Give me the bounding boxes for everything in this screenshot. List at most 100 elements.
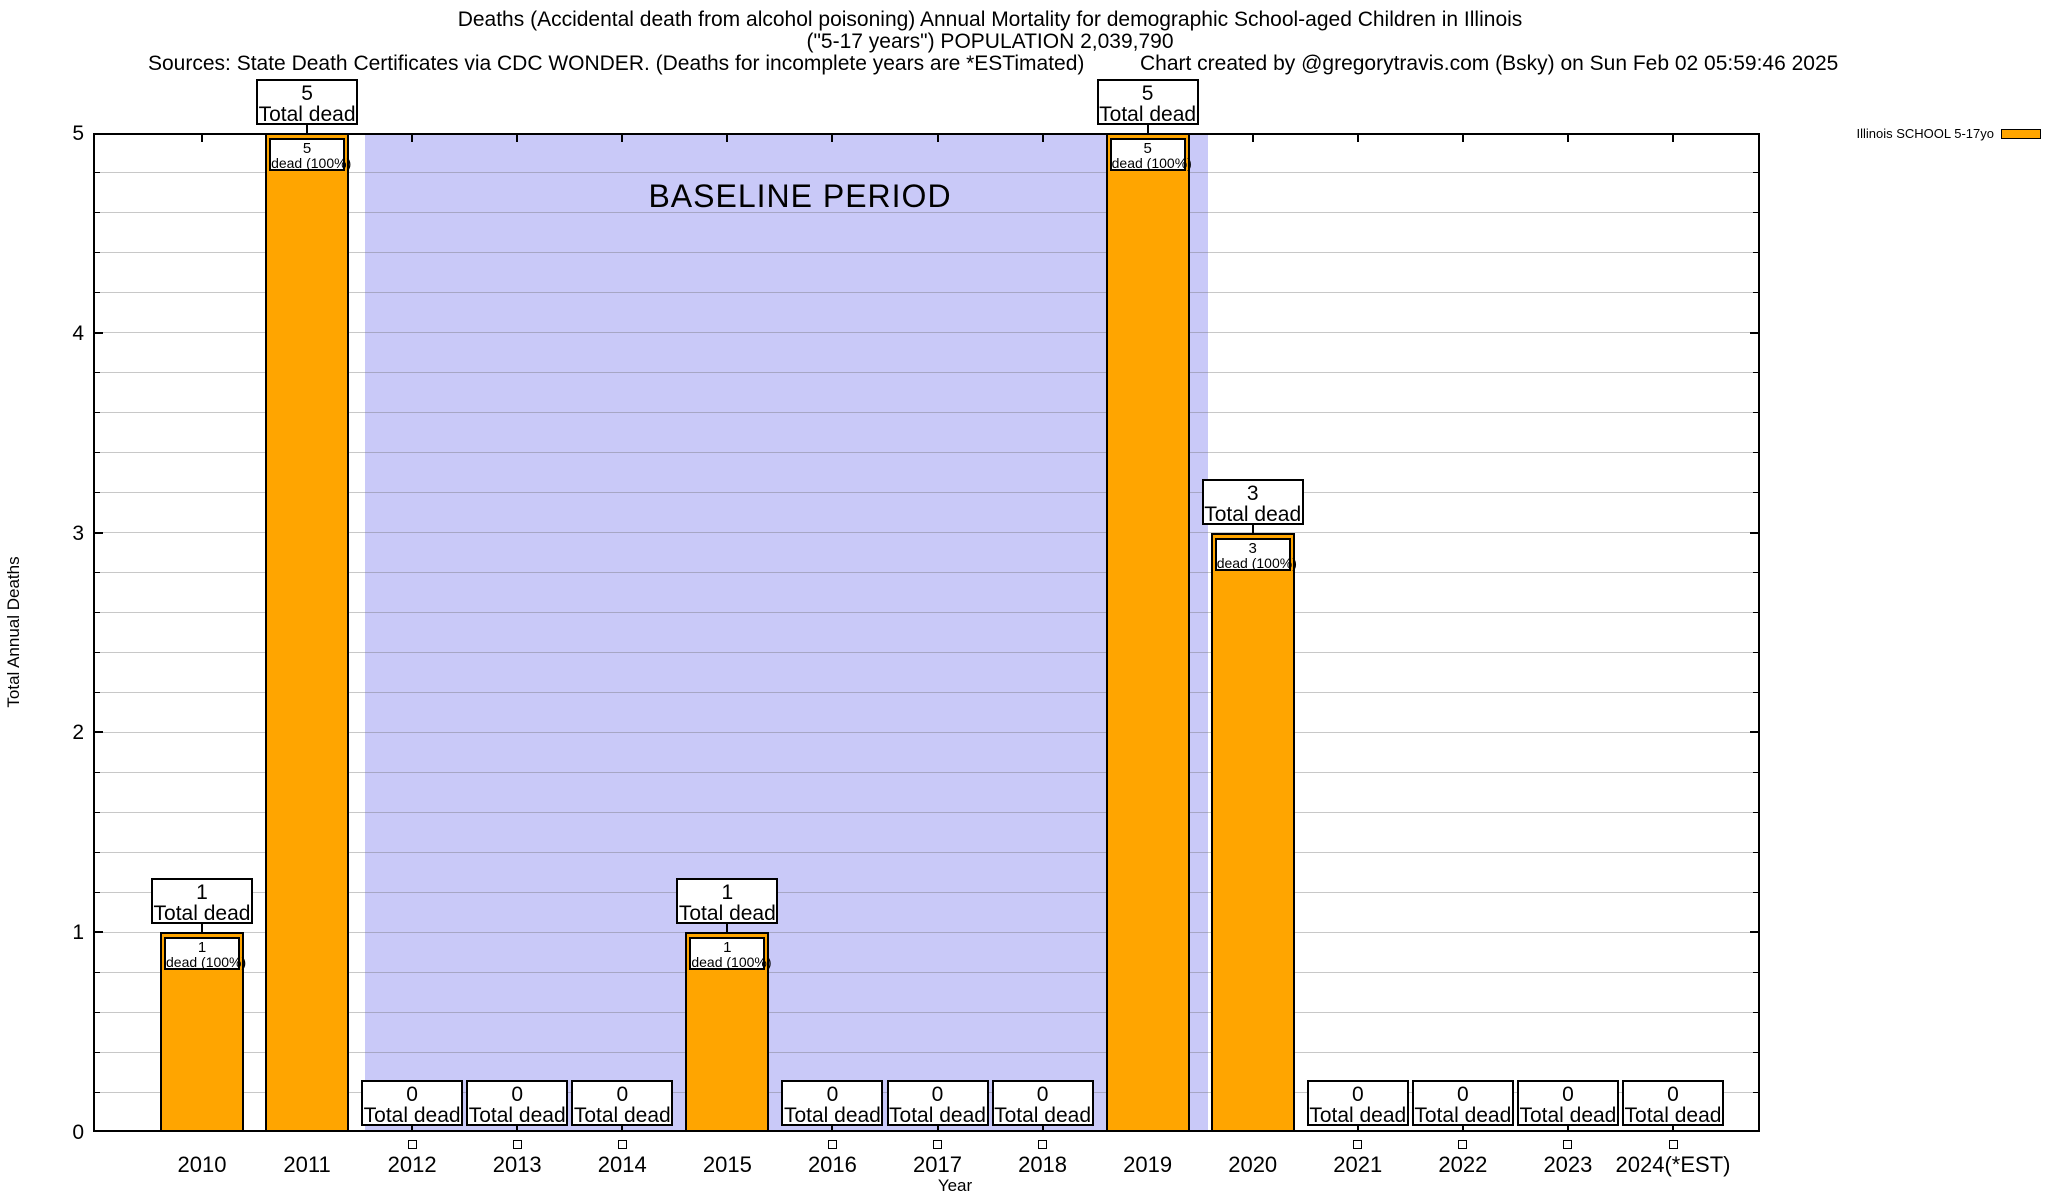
label-stem [621,1126,624,1132]
y-minortick-right [1753,851,1758,853]
label-stem [411,1126,414,1132]
x-tick-top [201,135,203,142]
label-stem [1356,1126,1359,1132]
y-gridline [93,612,1760,614]
label-stem [936,1126,939,1132]
y-gridline [93,252,1760,254]
y-gridline [93,771,1760,773]
total-caption: Total dead [573,1104,671,1127]
label-stem [1672,1126,1674,1132]
y-minortick-left [95,492,100,494]
y-tick-right [1750,731,1758,734]
chart-title-line-1: Deaths (Accidental death from alcohol po… [457,8,1523,31]
year-label: 2020 [1228,1152,1278,1177]
total-count: 0 [1351,1083,1364,1106]
year-label: 2010 [177,1152,227,1177]
inner-count: 3 [1248,539,1257,557]
bar-inner-label: 5 dead (100%) [1109,138,1192,171]
baseline-region [365,133,1208,1132]
bar-total-label: 3 Total dead [1201,478,1304,525]
year-label: 2012 [387,1152,437,1177]
y-minortick-left [95,452,100,454]
year-label: 2014 [597,1152,647,1177]
label-stem [1041,1126,1044,1132]
y-minortick-right [1753,1051,1758,1053]
total-count: 5 [301,82,313,105]
x-tick-top [1251,135,1254,142]
y-minortick-left [95,651,100,653]
y-tick-label: 4 [72,321,84,345]
total-count: 1 [721,881,734,905]
label-stem [201,924,203,933]
y-tick-right [1750,931,1758,934]
bar-total-label: 1 Total dead [676,878,779,925]
y-gridline [93,931,1760,933]
x-tick-top [936,135,939,142]
y-minortick-left [95,292,100,294]
bar-inner-label: 1 dead (100%) [164,937,247,971]
total-count: 0 [1562,1083,1574,1106]
total-caption: Total dead [258,103,356,126]
y-minortick-right [1753,1091,1758,1093]
year-label: 2022 [1438,1152,1488,1177]
y-tick-left [95,931,103,934]
y-minortick-left [95,811,100,813]
y-minortick-right [1753,492,1758,494]
total-caption: Total dead [783,1104,881,1127]
y-minortick-right [1753,172,1758,174]
y-minortick-left [95,372,100,374]
credit-note: Chart created by @gregorytravis.com (Bsk… [1140,52,1839,75]
bar-total-label: 1 Total dead [151,878,253,926]
bar-total-label: 5 Total dead [256,79,359,126]
y-minortick-left [95,1091,100,1093]
total-caption: Total dead [889,1104,986,1127]
x-tick-top [1672,135,1674,142]
y-tick-right [1750,531,1758,534]
x-tick-top [516,135,519,142]
y-minortick-right [1753,572,1758,574]
y-gridline [93,212,1760,214]
bar [265,133,350,1132]
y-gridline [93,292,1760,294]
total-caption: Total dead [994,1104,1092,1127]
baseline-period-label: BASELINE PERIOD [648,178,952,214]
y-gridline [93,372,1760,374]
y-minortick-right [1753,691,1758,693]
total-count: 0 [406,1083,418,1106]
total-caption: Total dead [153,902,251,926]
total-caption: Total dead [1309,1104,1407,1127]
zero-point-marker [1563,1140,1573,1149]
label-stem [1251,524,1254,533]
y-gridline [93,971,1760,973]
y-tick-label: 2 [72,721,84,745]
legend: Illinois SCHOOL 5-17yo [1856,126,2041,141]
label-stem [516,1126,519,1132]
total-count: 0 [826,1083,839,1106]
zero-point-marker [1458,1140,1468,1149]
y-tick-label: 3 [72,521,84,545]
bar-total-label: 0 Total dead [466,1080,569,1127]
y-minortick-left [95,891,100,893]
x-tick-top [1356,135,1359,142]
y-gridline [93,532,1760,534]
year-label: 2015 [702,1152,752,1177]
total-caption: Total dead [468,1104,566,1127]
y-tick-label: 0 [72,1121,84,1144]
inner-caption: dead (100%) [271,155,352,171]
zero-point-marker [617,1140,627,1149]
legend-swatch [2001,128,2041,139]
bar-inner-label: 3 dead (100%) [1214,537,1297,571]
y-minortick-right [1753,252,1758,254]
y-minortick-left [95,1051,100,1053]
y-minortick-left [95,172,100,174]
total-caption: Total dead [1099,103,1197,126]
y-minortick-left [95,212,100,214]
bar-total-label: 0 Total dead [886,1080,989,1127]
total-count: 0 [1457,1083,1469,1106]
year-label: 2021 [1333,1152,1383,1177]
label-stem [1146,125,1149,133]
inner-count: 1 [723,939,732,957]
inner-caption: dead (100%) [166,954,247,971]
y-gridline [93,332,1760,334]
